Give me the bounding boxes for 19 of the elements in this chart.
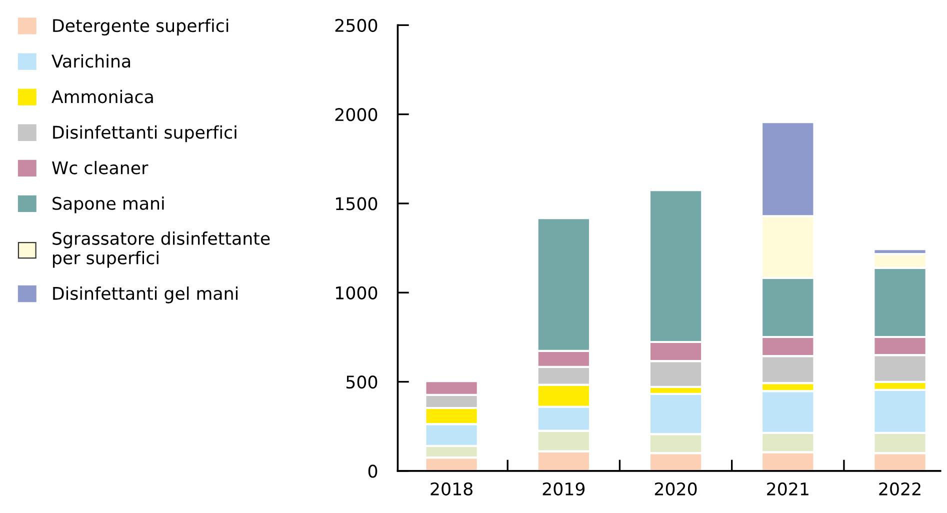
y-tick-label: 1500 — [336, 197, 378, 210]
legend-label: Detergente superfici — [53, 18, 228, 36]
legend-label: Disinfettanti gel mani — [53, 286, 238, 304]
y-tick-label: 2000 — [335, 108, 378, 122]
y-tick-label: 2500 — [335, 18, 378, 32]
x-tick-label: 2019 — [542, 482, 585, 496]
x-tick-label: 2020 — [654, 482, 697, 496]
x-tick-label: 2022 — [879, 482, 920, 496]
y-tick-label: 500 — [346, 375, 378, 389]
y-tick-label: 1000 — [336, 286, 378, 300]
legend-label: Disinfettanti superfici — [53, 125, 236, 142]
legend-label: Varichina — [52, 54, 130, 68]
legend-label: Ammoniaca — [52, 90, 153, 104]
legend-label: Sgrassatore disinfettante per superfici — [52, 232, 270, 268]
legend-label: Sapone mani — [52, 196, 164, 214]
x-tick-label: 2018 — [430, 482, 472, 496]
legend-label: Wc cleaner — [52, 160, 148, 174]
y-tick-label: 0 — [368, 464, 378, 478]
x-tick-label: 2021 — [767, 482, 808, 496]
